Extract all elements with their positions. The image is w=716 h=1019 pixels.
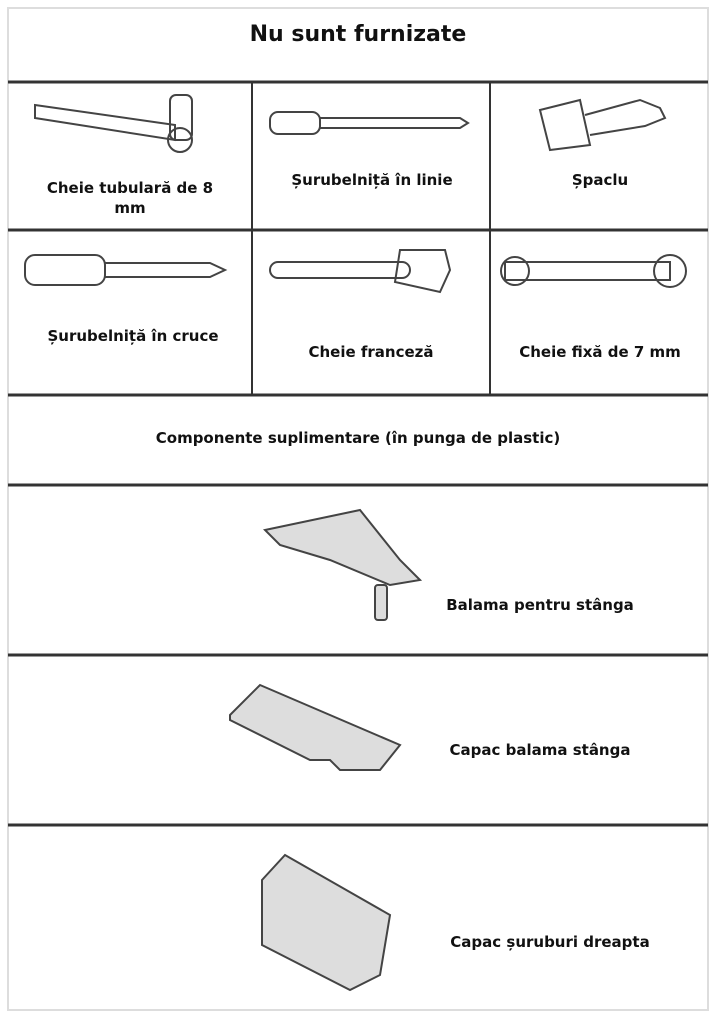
rules <box>8 80 708 827</box>
column-rules <box>251 82 491 395</box>
part-label: Capac balama stânga <box>449 741 631 759</box>
tool-label: Șurubelniță în linie <box>291 171 453 189</box>
tool-label: Cheie franceză <box>308 343 434 361</box>
tool-label: Șurubelniță în cruce <box>47 327 219 345</box>
outer-border <box>7 7 709 1011</box>
part-icons <box>229 508 423 992</box>
section-title: Componente suplimentare (în punga de pla… <box>155 429 561 447</box>
tool-icons <box>24 94 687 294</box>
tool-label: Șpaclu <box>571 171 629 189</box>
header-title: Nu sunt furnizate <box>249 22 467 47</box>
tool-label: Cheie tubulară de 8 mm <box>46 179 214 217</box>
tool-label: Cheie fixă de 7 mm <box>519 343 681 361</box>
part-label: Balama pentru stânga <box>446 596 634 614</box>
part-label: Capac șuruburi dreapta <box>450 933 650 951</box>
